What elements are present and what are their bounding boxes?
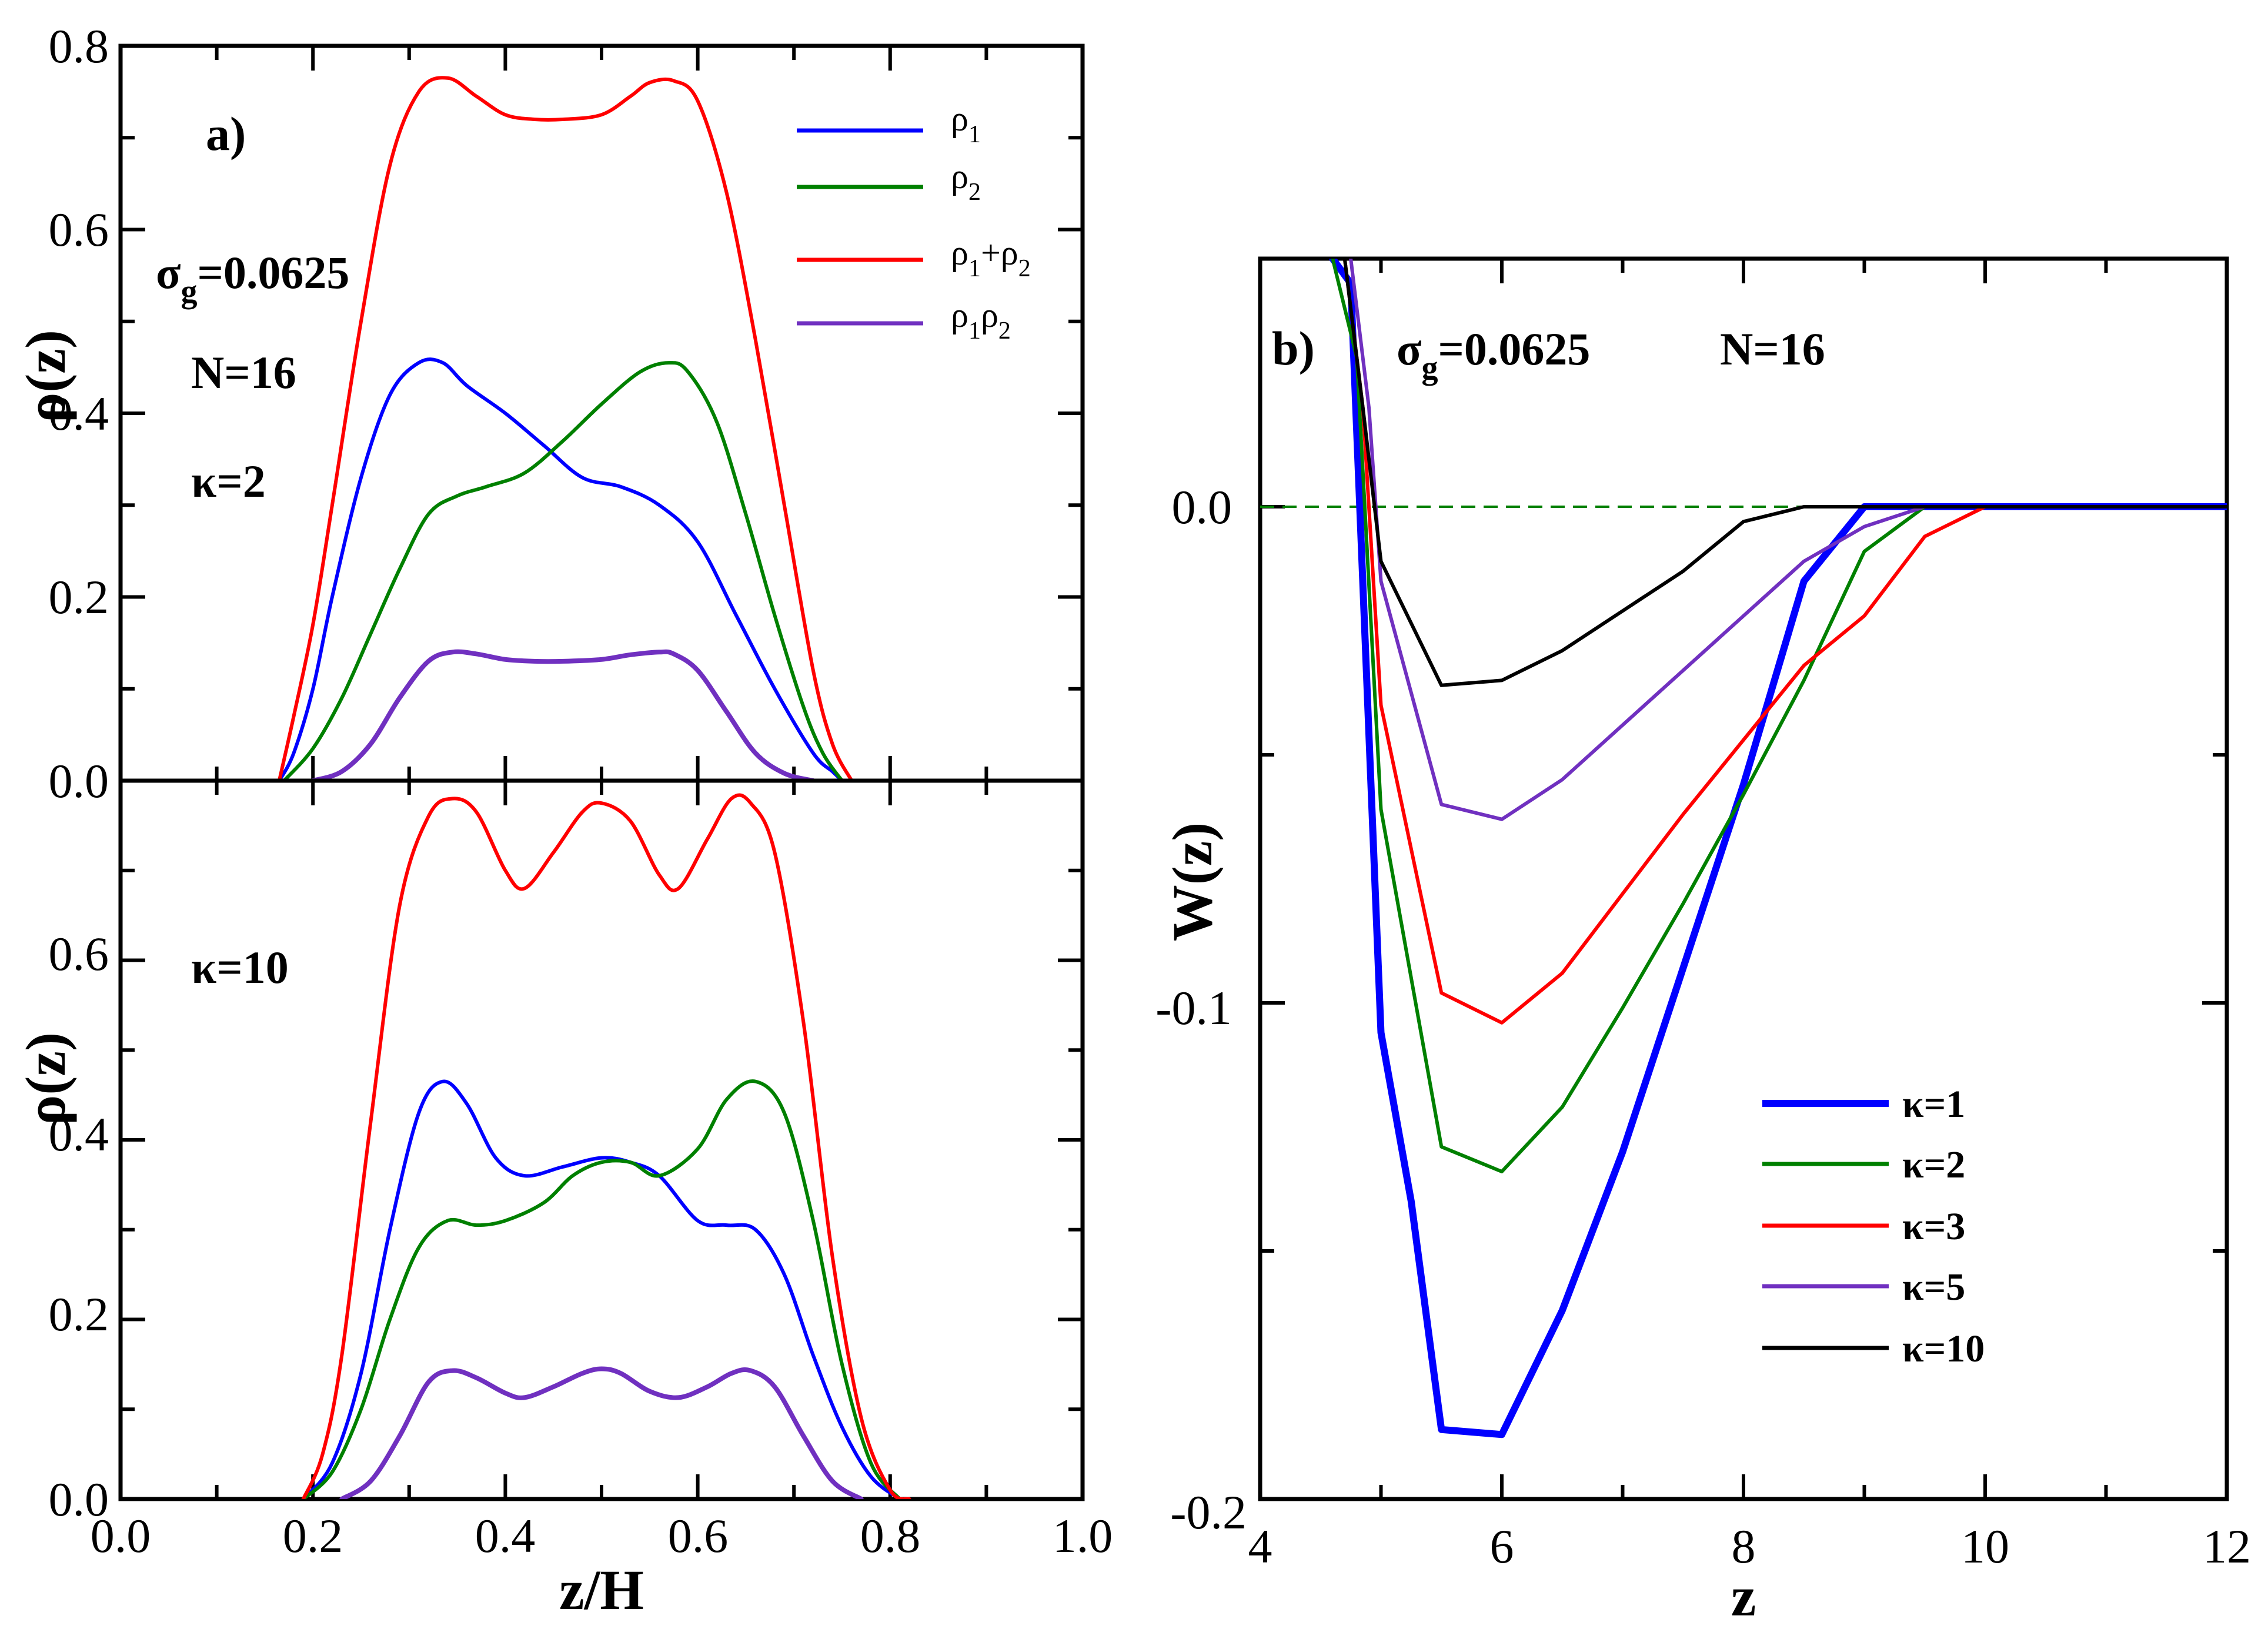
series-line-ρ2 xyxy=(282,361,844,781)
panel-b-curves xyxy=(1329,259,2227,1438)
panel-a-bottom: 0.6 0.4 0.2 0.0 0.0 0.2 0.4 0.6 0.8 1.0 … xyxy=(14,778,1113,1621)
panel-b-frame xyxy=(1258,256,2229,1501)
legend-a: ρ1 ρ2 ρ1+ρ2 ρ1ρ2 xyxy=(797,99,1031,344)
series-line-κ=1 xyxy=(1329,259,2227,1438)
series-line-κ=3 xyxy=(1342,259,2227,1025)
legend-b-k2: κ=2 xyxy=(1902,1143,1965,1186)
a-top-ytick-0.0: 0.0 xyxy=(49,754,109,808)
b-xtick-6: 6 xyxy=(1490,1520,1514,1573)
legend-a-rho1: ρ1 xyxy=(951,99,981,148)
panel-a-top: 0.8 0.6 0.4 0.2 0.0 ρ(z) a) σg=0.0625 N=… xyxy=(14,19,1085,808)
series-line-ρ1 xyxy=(301,1079,902,1499)
a-top-ytick-0.8: 0.8 xyxy=(49,19,109,73)
panel-b-ticks xyxy=(1258,257,2229,1501)
a-top-ytick-0.6: 0.6 xyxy=(49,203,109,256)
series-line-κ=2 xyxy=(1331,259,2227,1173)
b-xlabel: z xyxy=(1731,1565,1756,1626)
series-line-κ=10 xyxy=(1342,259,2227,687)
kappa2-annotation: κ=2 xyxy=(191,456,266,507)
n-annotation-a: N=16 xyxy=(191,347,296,398)
panel-a-bottom-curves xyxy=(301,793,911,1499)
panel-a-bottom-ticks xyxy=(119,779,1084,1501)
panel-b: 0.0 -0.1 -0.2 4 6 8 10 12 z W(z) b) σg=0… xyxy=(1155,256,2251,1626)
legend-a-rho2: ρ2 xyxy=(951,157,981,206)
a-bottom-ylabel: ρ(z) xyxy=(14,1032,77,1125)
a-bottom-ytick-0.0: 0.0 xyxy=(49,1473,109,1526)
a-xtick-1.0: 1.0 xyxy=(1053,1509,1113,1563)
b-xtick-4: 4 xyxy=(1248,1520,1272,1573)
panel-a-top-curves xyxy=(277,76,854,781)
a-top-ytick-0.2: 0.2 xyxy=(49,570,109,624)
a-top-ytick-0.4: 0.4 xyxy=(49,387,109,440)
series-line-ρ1ρ2 xyxy=(310,649,816,781)
a-xlabel: z/H xyxy=(559,1558,644,1621)
legend-b-k1: κ=1 xyxy=(1902,1083,1965,1126)
panel-a-top-ticks xyxy=(119,44,1084,782)
legend-b-k5: κ=5 xyxy=(1902,1266,1965,1309)
a-xtick-0.2: 0.2 xyxy=(283,1509,343,1563)
a-bottom-ytick-0.4: 0.4 xyxy=(49,1108,109,1161)
series-line-ρ2 xyxy=(301,1079,902,1499)
a-bottom-ytick-0.6: 0.6 xyxy=(49,927,109,981)
n-annotation-b: N=16 xyxy=(1720,323,1825,374)
b-xtick-8: 8 xyxy=(1732,1520,1756,1573)
a-bottom-ytick-0.2: 0.2 xyxy=(49,1287,109,1341)
legend-a-rho-prod: ρ1ρ2 xyxy=(951,296,1011,344)
sigma-annotation-a: σg=0.0625 xyxy=(156,247,349,310)
kappa10-annotation: κ=10 xyxy=(191,942,289,993)
a-xtick-0.0: 0.0 xyxy=(91,1509,151,1563)
legend-b: κ=1 κ=2 κ=3 κ=5 κ=10 xyxy=(1762,1083,1985,1370)
panel-a-bottom-frame xyxy=(118,778,1085,1501)
b-xtick-12: 12 xyxy=(2203,1520,2251,1573)
a-xtick-0.4: 0.4 xyxy=(475,1509,536,1563)
series-line-ρ1+ρ2 xyxy=(301,793,911,1499)
b-ytick--0.2: -0.2 xyxy=(1170,1486,1247,1539)
a-xtick-0.6: 0.6 xyxy=(668,1509,729,1563)
legend-a-rho-sum: ρ1+ρ2 xyxy=(951,233,1031,282)
a-xtick-0.8: 0.8 xyxy=(860,1509,921,1563)
series-line-κ=5 xyxy=(1349,259,2227,821)
a-top-ylabel: ρ(z) xyxy=(14,330,77,423)
legend-b-k10: κ=10 xyxy=(1902,1327,1985,1370)
b-xtick-10: 10 xyxy=(1961,1520,2009,1573)
b-ylabel: W(z) xyxy=(1161,822,1224,942)
panel-a-top-frame xyxy=(118,44,1085,783)
sigma-annotation-b: σg=0.0625 xyxy=(1397,323,1590,386)
b-ytick-0.0: 0.0 xyxy=(1172,480,1232,534)
b-ytick--0.1: -0.1 xyxy=(1155,981,1232,1035)
series-line-ρ1+ρ2 xyxy=(277,76,854,781)
panel-a-label: a) xyxy=(206,107,246,160)
legend-b-k3: κ=3 xyxy=(1902,1205,1965,1248)
series-line-ρ1 xyxy=(277,357,844,781)
series-line-ρ1ρ2 xyxy=(339,1366,864,1499)
panel-b-label: b) xyxy=(1272,322,1315,375)
